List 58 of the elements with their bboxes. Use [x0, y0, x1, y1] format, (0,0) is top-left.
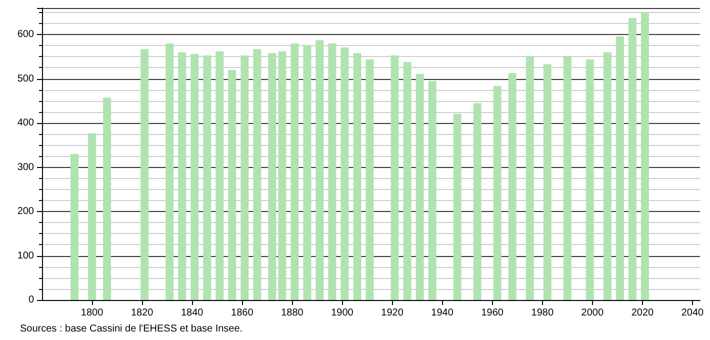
x-tick-label: 1880: [281, 308, 304, 318]
bar: [526, 56, 534, 300]
x-tick-label: 1920: [381, 308, 404, 318]
bar: [70, 154, 79, 300]
bar: [278, 51, 286, 300]
bar: [508, 73, 516, 300]
bar: [203, 55, 212, 300]
bar: [563, 56, 572, 300]
bar: [166, 43, 174, 300]
bar: [316, 40, 324, 300]
bar: [253, 49, 262, 300]
y-tick-label: 0: [28, 294, 34, 306]
bar: [303, 45, 312, 300]
x-tick-label: 1820: [130, 308, 154, 318]
bar: [603, 52, 612, 300]
bar: [178, 52, 186, 300]
bar: [340, 47, 349, 300]
x-tick-label: 1960: [481, 308, 504, 318]
x-tick-label: 1900: [331, 308, 354, 318]
bar: [290, 43, 299, 300]
y-tick-label: 100: [17, 250, 34, 262]
bar: [628, 18, 636, 300]
bar: [140, 49, 149, 300]
bar: [390, 55, 399, 300]
bar: [640, 12, 649, 300]
bar: [543, 64, 552, 300]
y-tick-label: 600: [17, 29, 34, 40]
x-tick-label: 2000: [581, 308, 604, 318]
bar: [88, 133, 96, 300]
bar: [103, 98, 112, 300]
bar: [416, 74, 424, 300]
x-tick-label: 1800: [80, 308, 104, 318]
y-tick-label: 400: [17, 118, 34, 129]
source-note: Sources : base Cassini de l'EHESS et base Insee.: [20, 324, 243, 334]
x-tick-label: 2040: [681, 308, 704, 318]
y-tick-label: 300: [17, 162, 34, 173]
bar: [616, 36, 624, 300]
bar: [473, 103, 482, 300]
bar: [493, 86, 502, 300]
bar: [453, 114, 462, 300]
x-tick-label: 1940: [431, 308, 454, 318]
bar: [216, 51, 224, 300]
bar: [240, 55, 249, 300]
bar: [353, 53, 362, 300]
y-tick-label: 500: [17, 73, 34, 84]
bar: [428, 81, 436, 300]
bar: [190, 54, 199, 300]
bar: [586, 59, 594, 300]
bar: [328, 43, 336, 300]
x-tick-label: 1840: [180, 308, 204, 318]
bar: [403, 62, 412, 300]
bar: [366, 59, 374, 300]
x-tick-label: 2020: [631, 308, 654, 318]
x-tick-label: 1980: [531, 308, 554, 318]
y-tick-label: 200: [17, 206, 34, 218]
bar: [228, 70, 236, 300]
x-tick-label: 1860: [231, 308, 254, 318]
bar: [268, 53, 276, 300]
